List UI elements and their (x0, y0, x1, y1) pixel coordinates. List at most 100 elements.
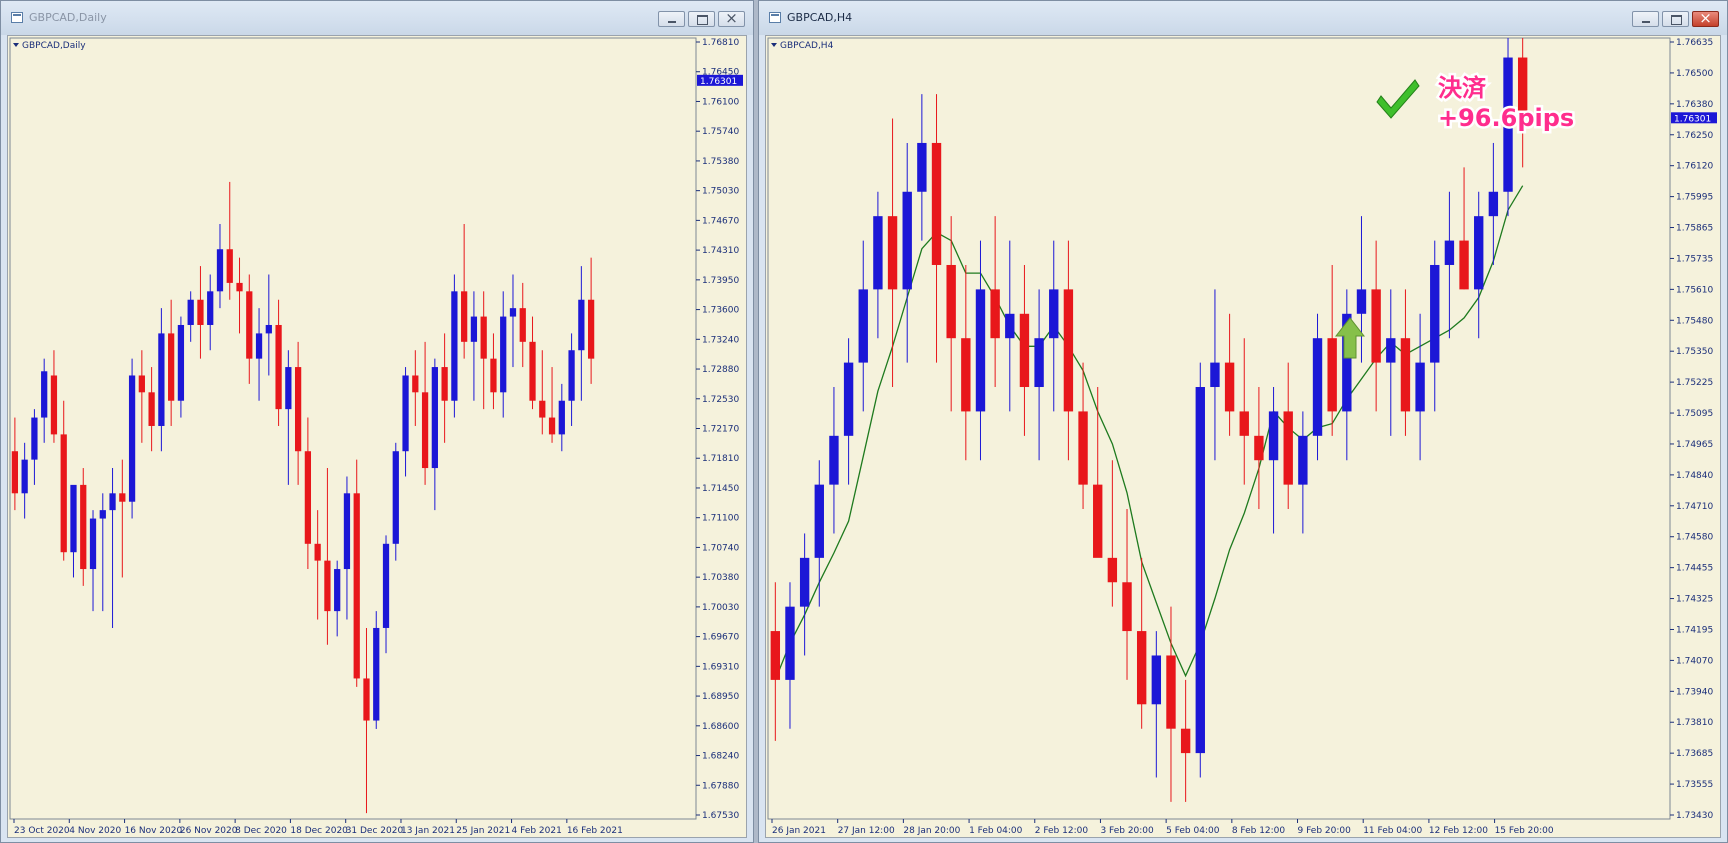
bull-candle (21, 442, 28, 519)
current-price-label: 1.76301 (1674, 114, 1711, 124)
bull-candle (785, 582, 795, 729)
candle-body (975, 289, 986, 412)
y-tick-label: 1.74840 (1676, 471, 1713, 481)
x-tick-label: 4 Nov 2020 (69, 826, 121, 836)
candle-body (509, 308, 517, 317)
candle-body (1444, 240, 1455, 265)
y-tick-label: 1.69670 (702, 633, 739, 643)
bear-candle (1078, 362, 1088, 510)
chart-canvas-daily[interactable]: GBPCAD,Daily 1.76810 1.76450 1.76100 1.75740… (7, 35, 747, 838)
candle-body (519, 308, 526, 342)
candle-body (314, 543, 321, 561)
maximize-button[interactable] (688, 11, 715, 27)
y-tick-label: 1.67880 (702, 781, 739, 791)
bear-candle (1224, 313, 1235, 436)
candle-body (1327, 338, 1337, 412)
bull-candle (187, 291, 194, 342)
bull-candle (1005, 240, 1015, 412)
bull-candle (1312, 313, 1323, 461)
x-tick-label: 26 Nov 2020 (180, 826, 238, 836)
bull-candle (207, 274, 214, 351)
chart-symbol-label: GBPCAD,H4 (780, 41, 834, 51)
y-tick-label: 1.72880 (702, 365, 739, 375)
y-tick-label: 1.68950 (702, 692, 739, 702)
x-tick-label: 26 Jan 2021 (772, 826, 826, 836)
y-tick-label: 1.70740 (702, 543, 739, 553)
candle-body (363, 678, 370, 721)
bear-candle (1459, 167, 1469, 290)
candle-body (858, 289, 868, 363)
minimize-button[interactable] (658, 11, 685, 27)
candle-body (887, 216, 898, 290)
bear-candle (1283, 362, 1293, 510)
bull-candle (177, 316, 185, 418)
y-tick-label: 1.68240 (702, 752, 739, 762)
y-tick-label: 1.75735 (1676, 254, 1713, 264)
bull-candle (216, 223, 224, 309)
close-button[interactable] (718, 9, 745, 27)
y-tick-label: 1.71100 (702, 514, 739, 524)
x-tick-label: 23 Oct 2020 (14, 826, 70, 836)
close-button[interactable] (1692, 9, 1719, 27)
y-tick-label: 1.70380 (702, 573, 739, 583)
x-tick-label: 15 Feb 20:00 (1495, 826, 1554, 836)
bear-candle (138, 350, 145, 443)
current-price-tag (1671, 112, 1717, 124)
candle-body (21, 459, 28, 494)
candle-body (392, 451, 399, 544)
candle-body (451, 291, 458, 401)
candle-body (1166, 655, 1176, 729)
bull-candle (843, 338, 854, 485)
candle-body (1503, 57, 1513, 192)
bull-candle (558, 383, 565, 452)
candle-body (412, 375, 419, 393)
candle-body (226, 249, 233, 283)
window-titlebar[interactable]: GBPCAD,H4 (759, 1, 1727, 35)
candle-body (138, 375, 145, 393)
candle-body (1430, 264, 1440, 363)
x-tick-label: 9 Feb 20:00 (1298, 826, 1352, 836)
chart-window-daily[interactable]: GBPCAD,Daily GBPCAD,Daily1.768101.764501… (0, 0, 754, 843)
x-tick-label: 1 Feb 04:00 (969, 826, 1023, 836)
candle-body (1195, 387, 1205, 754)
bear-candle (441, 333, 448, 443)
moving-average-line (774, 185, 1524, 681)
window-titlebar[interactable]: GBPCAD,Daily (1, 1, 753, 35)
bull-candle (334, 560, 341, 637)
candle-body (304, 451, 312, 544)
bull-candle (509, 274, 517, 368)
candle-body (1034, 338, 1044, 388)
y-tick-label: 1.74670 (702, 216, 739, 226)
bear-candle (294, 341, 302, 485)
candle-body (1268, 411, 1279, 461)
candle-body (931, 142, 942, 265)
y-tick-label: 1.74455 (1676, 564, 1713, 574)
y-tick-label: 1.73810 (1676, 718, 1713, 728)
candle-body (548, 417, 556, 435)
h4-chart-svg[interactable]: GBPCAD,H4 1.76635 1.76500 1.76380 1.76250 1.7… (766, 36, 1722, 839)
chart-window-h4[interactable]: GBPCAD,H4 GBPCAD,H4 1.76635 1.76500 1.76380… (758, 0, 1728, 843)
chart-canvas-h4[interactable]: GBPCAD,H4 1.76635 1.76500 1.76380 1.76250 1.7… (765, 35, 1721, 838)
y-tick-label: 1.76810 (702, 38, 739, 48)
candle-body (11, 451, 19, 494)
bull-candle (402, 367, 409, 477)
bull-candle (858, 240, 868, 412)
bull-candle (89, 510, 97, 612)
bear-candle (770, 582, 781, 741)
candle-body (558, 400, 565, 435)
bull-candle (1342, 289, 1352, 461)
bull-candle (382, 535, 390, 654)
minimize-button[interactable] (1632, 11, 1659, 27)
bear-candle (887, 118, 898, 388)
candle-body (177, 324, 185, 401)
maximize-button[interactable] (1662, 11, 1689, 27)
daily-chart-svg[interactable]: GBPCAD,Daily 1.76810 1.76450 1.76100 1.75740… (8, 36, 748, 839)
y-tick-label: 1.68600 (702, 722, 739, 732)
candle-body (1049, 289, 1059, 339)
candle-body (490, 358, 497, 393)
y-tick-label: 1.74710 (1676, 502, 1713, 512)
x-tick-label: 13 Jan 2021 (401, 826, 455, 836)
bull-candle (1503, 38, 1513, 217)
bear-candle (587, 257, 595, 384)
y-tick-label: 1.75865 (1676, 224, 1713, 234)
